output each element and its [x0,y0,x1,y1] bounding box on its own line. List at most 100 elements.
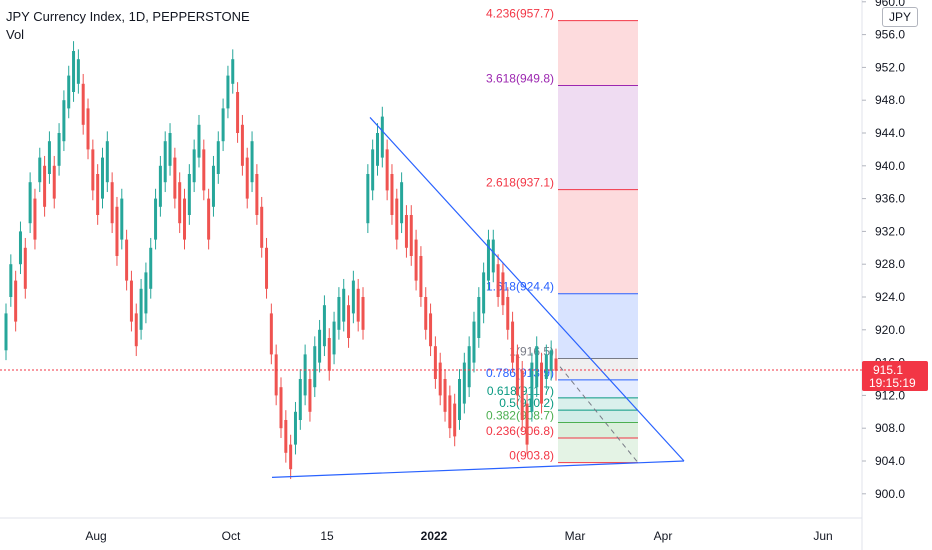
fib-zone [558,85,638,190]
candle [520,370,524,420]
candle [265,247,269,289]
price-tag [862,360,928,391]
price-tag-countdown: 19:15:19 [869,376,916,390]
candle [530,362,534,412]
candle [33,198,37,240]
y-tick-label: 928.0 [875,257,905,271]
candle [322,305,326,347]
candle [72,51,76,92]
candle [544,354,548,379]
y-tick-label: 936.0 [875,192,905,206]
candle [139,288,143,330]
candle [231,59,235,84]
candle [236,92,240,133]
fib-zone [558,422,638,439]
candle [47,141,51,174]
candle [433,346,437,379]
currency-button[interactable]: JPY [882,7,918,27]
candle [375,133,379,166]
candle [472,321,476,363]
projection-line [559,366,639,463]
candle [313,346,317,388]
fib-zone [558,379,638,398]
y-tick-label: 960.0 [875,0,905,9]
candle [419,256,423,297]
candle [255,174,259,215]
candle [158,165,162,207]
y-tick-label: 940.0 [875,159,905,173]
candle [81,83,85,125]
candle [438,362,442,396]
candle [216,141,220,174]
candle [163,141,167,183]
candle [443,379,447,412]
candle [385,149,389,191]
candle [52,165,56,199]
candle [178,182,182,224]
candle [448,395,452,429]
candle [245,157,249,199]
candle [269,313,273,355]
candle [168,133,172,166]
fib-zone [558,20,638,86]
fib-level-label: 0.382(908.7) [486,408,554,422]
candle [284,420,288,453]
trendline-descending [369,117,685,462]
candle [482,272,486,314]
candle [486,239,490,281]
candle [187,174,191,215]
candle [207,198,211,240]
candle [100,157,104,199]
candle [458,379,462,420]
candle [18,231,22,265]
candle [549,350,553,371]
x-tick-label: Aug [85,529,106,543]
x-tick-label: Apr [654,529,673,543]
fib-zone [558,438,638,463]
x-tick-label: Oct [222,529,241,543]
candle [67,75,71,109]
candle [154,198,158,240]
candle [525,403,529,445]
candle [250,141,254,183]
x-tick-label: 2022 [421,529,448,543]
candle [96,174,100,215]
candle [202,149,206,191]
x-tick-label: Mar [565,529,586,543]
candle [211,165,215,207]
candle [192,149,196,183]
candle [134,313,138,347]
fib-level-label: 1(916.5) [509,345,554,359]
candle [105,141,109,183]
chart-title: JPY Currency Index, 1D, PEPPERSTONE [6,9,250,24]
y-tick-label: 944.0 [875,126,905,140]
y-tick-label: 904.0 [875,454,905,468]
fib-level-label: 0(903.8) [509,449,554,463]
candle [491,239,495,273]
candle [327,338,331,371]
candle [506,297,510,330]
candle [144,272,148,314]
candle [173,157,177,199]
y-tick-label: 956.0 [875,28,905,42]
candle [110,182,114,224]
y-tick-label: 920.0 [875,323,905,337]
volume-label: Vol [6,27,25,42]
fib-zone [558,189,638,294]
candle [240,124,244,166]
y-tick-label: 908.0 [875,421,905,435]
candle [115,206,119,256]
candle [337,297,341,330]
candle [467,346,471,388]
candle [303,354,307,396]
candle [298,379,302,420]
candle [62,100,66,142]
candle [289,444,293,470]
candle [293,411,297,445]
candle [183,198,187,240]
candle [453,403,457,437]
y-tick-label: 952.0 [875,60,905,74]
y-tick-label: 900.0 [875,487,905,501]
y-tick-label: 948.0 [875,93,905,107]
